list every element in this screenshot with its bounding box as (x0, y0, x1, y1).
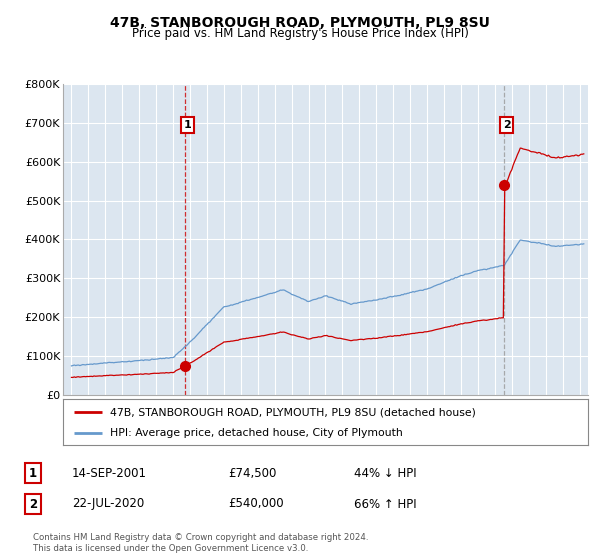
Text: 2: 2 (29, 497, 37, 511)
Text: Price paid vs. HM Land Registry's House Price Index (HPI): Price paid vs. HM Land Registry's House … (131, 27, 469, 40)
Text: HPI: Average price, detached house, City of Plymouth: HPI: Average price, detached house, City… (110, 428, 403, 438)
Text: 44% ↓ HPI: 44% ↓ HPI (354, 466, 416, 480)
Text: £540,000: £540,000 (228, 497, 284, 511)
Text: 66% ↑ HPI: 66% ↑ HPI (354, 497, 416, 511)
Text: 47B, STANBOROUGH ROAD, PLYMOUTH, PL9 8SU (detached house): 47B, STANBOROUGH ROAD, PLYMOUTH, PL9 8SU… (110, 407, 476, 417)
Text: 47B, STANBOROUGH ROAD, PLYMOUTH, PL9 8SU: 47B, STANBOROUGH ROAD, PLYMOUTH, PL9 8SU (110, 16, 490, 30)
Text: 2: 2 (503, 120, 511, 130)
Text: Contains HM Land Registry data © Crown copyright and database right 2024.
This d: Contains HM Land Registry data © Crown c… (33, 533, 368, 553)
Text: 22-JUL-2020: 22-JUL-2020 (72, 497, 144, 511)
Text: 1: 1 (184, 120, 191, 130)
Text: 14-SEP-2001: 14-SEP-2001 (72, 466, 147, 480)
Text: £74,500: £74,500 (228, 466, 277, 480)
Text: 1: 1 (29, 466, 37, 480)
